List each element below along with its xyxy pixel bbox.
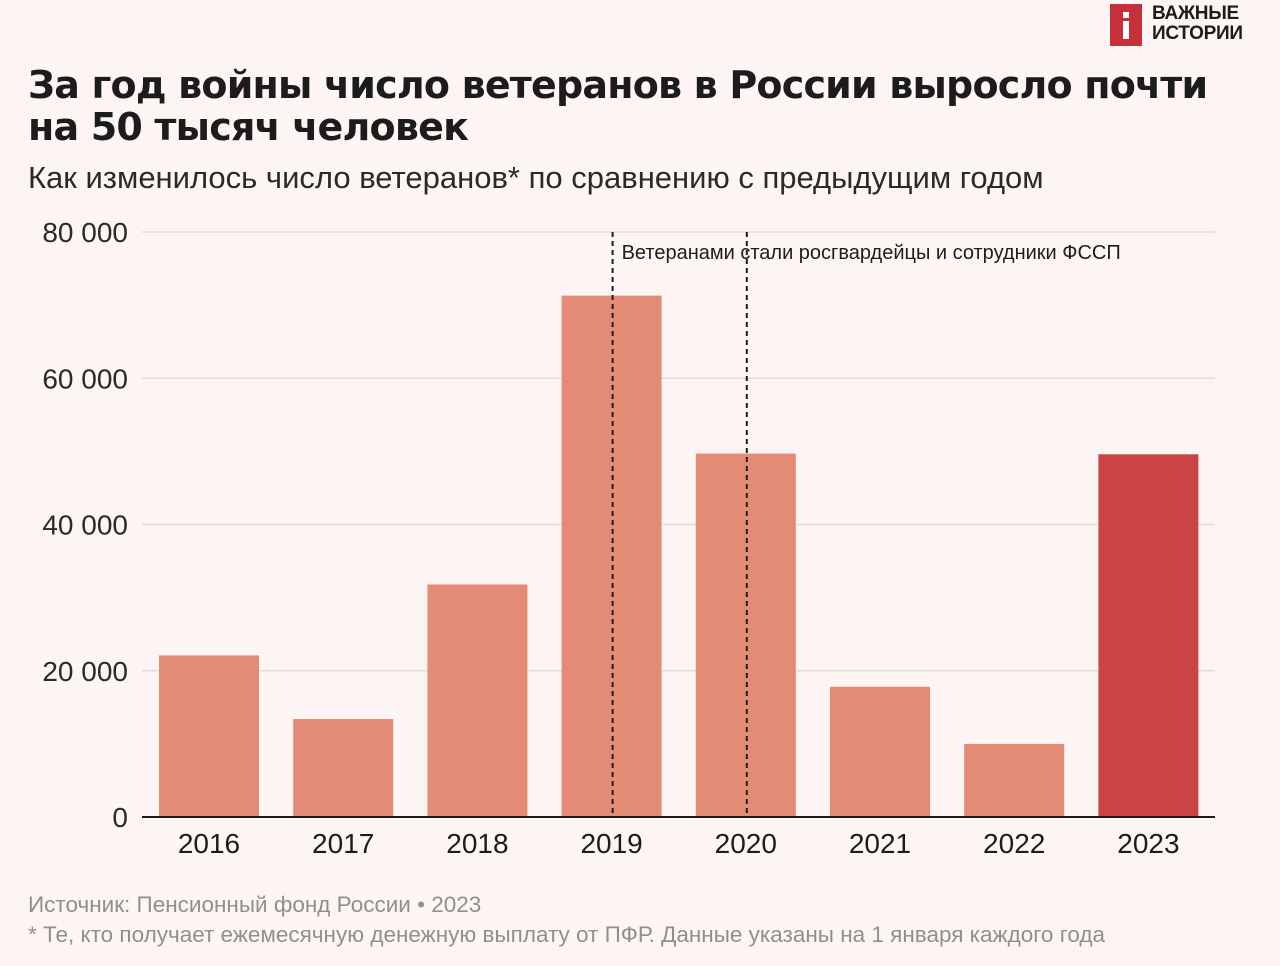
bar-2020	[695, 453, 796, 817]
x-tick-label: 2016	[178, 828, 240, 859]
y-tick-label: 60 000	[42, 363, 128, 394]
brand-name-line2: ИСТОРИИ	[1152, 23, 1243, 44]
bar-2023	[1098, 454, 1199, 817]
footnote: * Те, кто получает ежемесячную денежную …	[28, 922, 1106, 947]
x-tick-label: 2021	[849, 828, 911, 859]
y-tick-label: 40 000	[42, 510, 128, 541]
brand-name-line1: ВАЖНЫЕ	[1152, 3, 1239, 24]
bar-2017	[293, 719, 394, 817]
chart-title: За год войны число ветеранов в России вы…	[28, 63, 1208, 149]
source-note: Источник: Пенсионный фонд России • 2023	[28, 892, 482, 917]
y-tick-label: 0	[112, 802, 128, 833]
chart-subtitle: Как изменилось число ветеранов* по сравн…	[28, 160, 1044, 195]
brand-logo: ВАЖНЫЕ ИСТОРИИ	[1110, 4, 1270, 46]
x-tick-label: 2019	[580, 828, 642, 859]
x-tick-label: 2020	[715, 828, 777, 859]
i-letter-icon	[1110, 4, 1142, 46]
brand-name: ВАЖНЫЕ ИСТОРИИ	[1152, 4, 1243, 44]
x-tick-label: 2018	[446, 828, 508, 859]
bar-2018	[427, 584, 528, 817]
bar-2022	[964, 743, 1065, 817]
y-tick-label: 20 000	[42, 656, 128, 687]
bar-2016	[159, 655, 259, 817]
x-tick-label: 2023	[1117, 828, 1179, 859]
x-tick-label: 2017	[312, 828, 374, 859]
y-tick-label: 80 000	[42, 217, 128, 248]
x-tick-label: 2022	[983, 828, 1045, 859]
bar-2021	[830, 686, 930, 817]
annotation-text: Ветеранами стали росгвардейцы и сотрудни…	[622, 242, 1121, 264]
